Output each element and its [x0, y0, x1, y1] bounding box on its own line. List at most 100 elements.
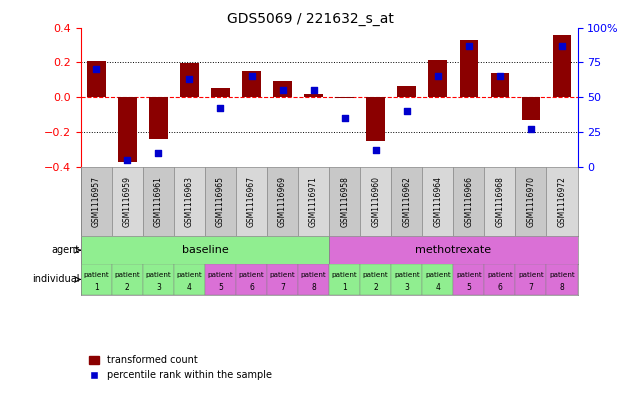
- Text: 8: 8: [311, 283, 316, 292]
- Text: GSM1116964: GSM1116964: [433, 176, 442, 227]
- Bar: [143, 167, 174, 236]
- Text: patient: patient: [456, 272, 482, 278]
- Bar: [81, 264, 112, 295]
- Bar: [553, 35, 571, 97]
- Bar: [329, 167, 360, 236]
- Bar: [112, 264, 143, 295]
- Text: 7: 7: [280, 283, 285, 292]
- Text: GSM1116960: GSM1116960: [371, 176, 380, 227]
- Text: agent: agent: [52, 245, 80, 255]
- Point: [464, 42, 474, 49]
- Text: patient: patient: [332, 272, 358, 278]
- Text: 3: 3: [156, 283, 161, 292]
- Text: 4: 4: [435, 283, 440, 292]
- Text: patient: patient: [301, 272, 327, 278]
- Bar: [360, 264, 391, 295]
- Bar: [391, 167, 422, 236]
- Text: individual: individual: [33, 274, 80, 285]
- Bar: [87, 61, 106, 97]
- Bar: [304, 94, 323, 97]
- Text: GSM1116970: GSM1116970: [527, 176, 535, 227]
- Point: [340, 115, 350, 121]
- Text: patient: patient: [487, 272, 513, 278]
- Bar: [484, 167, 515, 236]
- Bar: [422, 264, 453, 295]
- Text: GSM1116968: GSM1116968: [496, 176, 504, 227]
- Bar: [174, 167, 205, 236]
- Text: patient: patient: [114, 272, 140, 278]
- Bar: [360, 167, 391, 236]
- Text: 2: 2: [373, 283, 378, 292]
- Text: patient: patient: [207, 272, 233, 278]
- Bar: [81, 167, 112, 236]
- Bar: [397, 86, 416, 97]
- Text: methotrexate: methotrexate: [415, 245, 491, 255]
- Text: patient: patient: [363, 272, 389, 278]
- Point: [526, 126, 536, 132]
- Text: 8: 8: [560, 283, 564, 292]
- Text: GSM1116963: GSM1116963: [185, 176, 194, 227]
- Text: GSM1116969: GSM1116969: [278, 176, 287, 227]
- Text: 7: 7: [528, 283, 533, 292]
- Bar: [180, 63, 199, 97]
- Text: patient: patient: [425, 272, 451, 278]
- Bar: [211, 88, 230, 97]
- Point: [402, 108, 412, 114]
- Text: GSM1116971: GSM1116971: [309, 176, 318, 227]
- Bar: [205, 167, 236, 236]
- Text: patient: patient: [549, 272, 575, 278]
- Bar: [546, 167, 578, 236]
- Bar: [267, 167, 298, 236]
- Bar: [143, 264, 174, 295]
- Bar: [460, 40, 478, 97]
- Legend: transformed count, percentile rank within the sample: transformed count, percentile rank withi…: [86, 352, 276, 384]
- Text: GSM1116959: GSM1116959: [123, 176, 132, 227]
- Text: patient: patient: [518, 272, 544, 278]
- Point: [278, 87, 288, 93]
- Bar: [236, 167, 267, 236]
- Text: patient: patient: [270, 272, 296, 278]
- Bar: [329, 264, 360, 295]
- Text: 6: 6: [249, 283, 254, 292]
- Bar: [329, 236, 578, 264]
- Text: 1: 1: [94, 283, 99, 292]
- Bar: [267, 264, 298, 295]
- Text: GSM1116961: GSM1116961: [154, 176, 163, 227]
- Bar: [298, 167, 329, 236]
- Text: 4: 4: [187, 283, 192, 292]
- Point: [309, 87, 319, 93]
- Bar: [118, 97, 137, 162]
- Text: GSM1116965: GSM1116965: [216, 176, 225, 227]
- Text: 2: 2: [125, 283, 130, 292]
- Text: GSM1116967: GSM1116967: [247, 176, 256, 227]
- Bar: [366, 97, 385, 141]
- Text: GSM1116958: GSM1116958: [340, 176, 349, 227]
- Point: [247, 73, 256, 79]
- Text: patient: patient: [145, 272, 171, 278]
- Bar: [273, 81, 292, 97]
- Bar: [522, 97, 540, 120]
- Bar: [81, 236, 329, 264]
- Bar: [236, 264, 267, 295]
- Text: 3: 3: [404, 283, 409, 292]
- Bar: [174, 264, 205, 295]
- Text: patient: patient: [394, 272, 420, 278]
- Text: patient: patient: [83, 272, 109, 278]
- Point: [215, 105, 225, 111]
- Bar: [242, 71, 261, 97]
- Bar: [149, 97, 168, 139]
- Point: [433, 73, 443, 79]
- Bar: [515, 264, 546, 295]
- Bar: [515, 167, 546, 236]
- Point: [495, 73, 505, 79]
- Text: patient: patient: [176, 272, 202, 278]
- Bar: [298, 264, 329, 295]
- Text: GSM1116972: GSM1116972: [558, 176, 566, 227]
- Point: [557, 42, 567, 49]
- Bar: [335, 97, 354, 98]
- Point: [371, 147, 381, 153]
- Text: GDS5069 / 221632_s_at: GDS5069 / 221632_s_at: [227, 12, 394, 26]
- Text: GSM1116966: GSM1116966: [465, 176, 473, 227]
- Bar: [391, 264, 422, 295]
- Point: [91, 66, 101, 72]
